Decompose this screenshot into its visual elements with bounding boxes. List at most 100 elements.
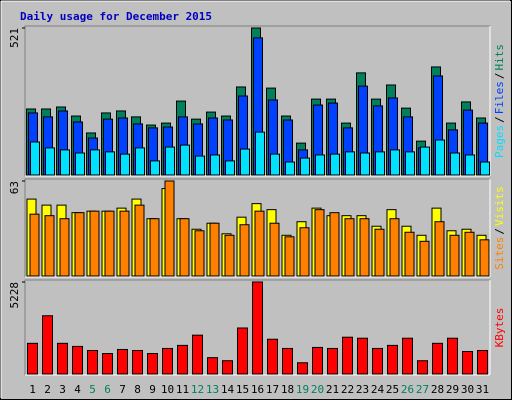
bar	[342, 336, 353, 375]
x-tick-label: 30	[461, 383, 474, 396]
bar	[210, 154, 220, 176]
bar	[299, 227, 310, 277]
bar	[359, 218, 370, 277]
bar	[344, 218, 355, 277]
x-tick-label: 28	[431, 383, 444, 396]
bar	[297, 362, 308, 375]
legend-separator: /	[493, 116, 506, 123]
bar	[480, 161, 490, 176]
y-tick-label: 5228	[8, 282, 21, 309]
bar	[252, 281, 263, 375]
bar	[329, 212, 340, 277]
bar	[177, 344, 188, 375]
legend-entry: Files	[493, 81, 506, 114]
bar	[420, 146, 430, 176]
x-tick-label: 13	[206, 383, 219, 396]
bar	[404, 231, 415, 277]
bar	[75, 152, 85, 176]
x-tick-label: 27	[416, 383, 429, 396]
x-tick-label: 9	[149, 383, 156, 396]
x-tick-label: 22	[341, 383, 354, 396]
bar	[102, 353, 113, 375]
bar	[225, 160, 235, 176]
legend: KBytes	[493, 308, 506, 348]
legend-separator: /	[493, 73, 506, 80]
bar	[59, 218, 70, 277]
bar	[74, 212, 85, 277]
x-tick-label: 31	[476, 383, 489, 396]
bar	[45, 147, 55, 176]
bar	[479, 239, 490, 277]
legend: Pages/Files/Hits	[493, 44, 506, 158]
bar	[312, 346, 323, 375]
x-tick-label: 16	[251, 383, 264, 396]
bar	[222, 360, 233, 375]
bar	[282, 347, 293, 375]
bar	[180, 144, 190, 176]
x-tick-label: 8	[134, 383, 141, 396]
x-tick-label: 17	[266, 383, 279, 396]
bar	[360, 152, 370, 176]
legend-separator: /	[493, 228, 506, 235]
bar	[464, 231, 475, 277]
bar	[387, 344, 398, 375]
y-tick-label: 521	[8, 28, 21, 48]
legend-entry: Sites	[493, 237, 506, 270]
bar	[132, 349, 143, 375]
bar	[135, 147, 145, 176]
bar	[327, 347, 338, 375]
bar	[120, 153, 130, 176]
bar	[450, 152, 460, 176]
bar	[372, 347, 383, 375]
legend-entry: Visits	[493, 186, 506, 226]
bar	[44, 215, 55, 277]
bar	[104, 210, 115, 277]
x-tick-label: 19	[296, 383, 309, 396]
bar	[357, 337, 368, 375]
legend-entry: Hits	[493, 44, 506, 71]
bar	[207, 357, 218, 375]
bar	[195, 155, 205, 176]
bar	[462, 351, 473, 375]
x-tick-label: 29	[446, 383, 459, 396]
legend-entry: Pages	[493, 125, 506, 158]
x-tick-label: 7	[119, 383, 126, 396]
bar	[434, 221, 445, 277]
bar	[240, 148, 250, 176]
bar	[389, 218, 400, 277]
x-tick-label: 24	[371, 383, 385, 396]
x-tick-label: 23	[356, 383, 369, 396]
bar	[267, 338, 278, 375]
bar	[27, 342, 38, 375]
x-tick-label: 2	[44, 383, 51, 396]
bar	[345, 151, 355, 176]
x-tick-label: 6	[104, 383, 111, 396]
x-tick-label: 18	[281, 383, 294, 396]
bar	[254, 210, 265, 277]
bar	[402, 337, 413, 375]
x-tick-label: 14	[221, 383, 235, 396]
bar	[284, 236, 295, 277]
x-tick-label: 12	[191, 383, 204, 396]
x-tick-label: 3	[59, 383, 66, 396]
x-tick-label: 11	[176, 383, 189, 396]
chart-title: Daily usage for December 2015	[20, 10, 212, 23]
bar	[375, 151, 385, 176]
x-tick-label: 10	[161, 383, 174, 396]
bar	[447, 337, 458, 375]
bar	[449, 234, 460, 277]
bar	[270, 153, 280, 176]
bar	[90, 149, 100, 176]
bar	[162, 347, 173, 375]
bar	[149, 218, 160, 277]
bar	[374, 228, 385, 277]
bar	[117, 348, 128, 375]
bar	[435, 139, 445, 176]
bar	[314, 209, 325, 277]
bar	[105, 151, 115, 176]
bar	[300, 157, 310, 176]
bar	[150, 160, 160, 176]
bar	[269, 222, 280, 277]
bar	[147, 353, 158, 375]
